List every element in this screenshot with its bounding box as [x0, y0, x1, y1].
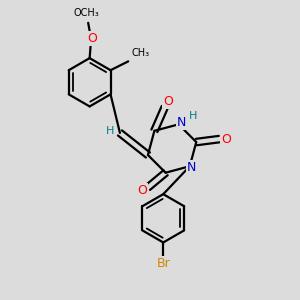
Text: H: H [105, 126, 114, 136]
Text: N: N [177, 116, 186, 129]
Text: OCH₃: OCH₃ [74, 8, 100, 17]
Text: O: O [221, 133, 231, 146]
Text: Br: Br [156, 257, 170, 270]
Text: O: O [137, 184, 147, 197]
Text: H: H [189, 111, 197, 121]
Text: N: N [187, 161, 196, 174]
Text: O: O [163, 95, 173, 109]
Text: CH₃: CH₃ [131, 48, 149, 59]
Text: O: O [87, 32, 97, 45]
